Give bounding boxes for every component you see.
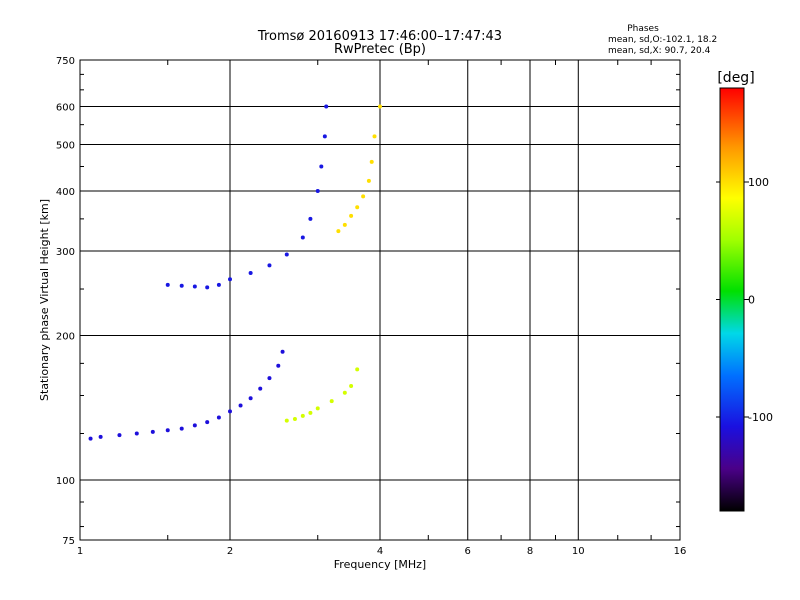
data-point xyxy=(228,277,232,282)
data-point xyxy=(248,396,253,401)
data-point xyxy=(216,282,221,287)
data-point xyxy=(258,386,263,391)
data-point xyxy=(134,431,139,436)
data-point xyxy=(319,164,324,169)
data-point xyxy=(88,436,93,441)
data-point xyxy=(361,194,366,199)
data-point xyxy=(324,104,329,109)
data-point xyxy=(192,284,197,289)
data-point xyxy=(378,104,382,109)
data-point xyxy=(308,410,313,415)
data-point xyxy=(355,205,360,210)
colorbar-tick-label: 100 xyxy=(748,176,769,189)
data-point xyxy=(205,285,210,290)
data-point xyxy=(205,420,210,425)
data-point xyxy=(349,383,354,388)
data-point xyxy=(98,434,103,439)
data-point xyxy=(292,417,297,422)
y-tick-label: 600 xyxy=(56,103,75,114)
data-point xyxy=(349,213,354,218)
chart-subtitle: RwPretec (Bp) xyxy=(334,42,426,57)
data-point xyxy=(329,399,334,404)
data-point xyxy=(238,403,243,408)
y-tick-label: 400 xyxy=(56,187,75,198)
chart-title: Tromsø 20160913 17:46:00–17:47:43 xyxy=(257,29,502,44)
data-point xyxy=(117,433,122,438)
y-tick-label: 750 xyxy=(56,56,75,67)
data-points xyxy=(88,104,382,441)
stats-line-o: mean, sd,O:-102.1, 18.2 xyxy=(608,35,717,45)
x-axis-label: Frequency [MHz] xyxy=(334,558,426,571)
data-point xyxy=(165,282,170,287)
data-point xyxy=(248,270,253,275)
stats-line-x: mean, sd,X: 90.7, 20.4 xyxy=(608,46,711,56)
colorbar-tick-label: 0 xyxy=(748,294,755,307)
data-point xyxy=(280,349,285,354)
data-point xyxy=(276,363,281,368)
colorbar-tick-label: -100 xyxy=(748,411,773,424)
x-tick-label: 2 xyxy=(227,546,233,557)
y-tick-label: 100 xyxy=(56,476,75,487)
y-tick-label: 500 xyxy=(56,141,75,152)
data-point xyxy=(300,413,305,418)
data-point xyxy=(315,406,320,411)
x-axis-ticks: 1 2 4 6 8 10 16 xyxy=(77,60,687,557)
data-point xyxy=(336,229,341,234)
data-point xyxy=(300,235,305,240)
y-tick-label: 300 xyxy=(56,247,75,258)
y-axis-ticks: 75 100 200 300 400 500 600 750 xyxy=(56,56,680,547)
data-point xyxy=(308,216,313,221)
data-point xyxy=(355,367,360,372)
data-point xyxy=(179,283,184,288)
data-point xyxy=(179,426,184,431)
x-tick-label: 4 xyxy=(377,546,383,557)
data-point xyxy=(267,376,272,381)
data-point xyxy=(267,263,272,268)
data-point xyxy=(342,222,347,227)
y-axis-label: Stationary phase Virtual Height [km] xyxy=(38,199,51,401)
y-tick-label: 200 xyxy=(56,332,75,343)
x-tick-label: 1 xyxy=(77,546,83,557)
data-point xyxy=(366,178,371,183)
data-point xyxy=(216,415,221,420)
data-point xyxy=(315,189,320,194)
data-point xyxy=(228,409,232,414)
x-tick-label: 10 xyxy=(572,546,585,557)
data-point xyxy=(284,418,289,423)
x-tick-label: 8 xyxy=(527,546,533,557)
data-point xyxy=(369,159,374,164)
colorbar-label: [deg] xyxy=(717,70,754,86)
x-tick-label: 16 xyxy=(674,546,687,557)
data-point xyxy=(372,134,377,139)
data-point xyxy=(342,390,347,395)
data-point xyxy=(284,252,289,257)
data-point xyxy=(192,423,197,428)
stats-title: Phases xyxy=(627,24,659,34)
data-point xyxy=(322,134,327,139)
colorbar xyxy=(719,87,745,512)
y-tick-label: 75 xyxy=(62,536,75,547)
data-point xyxy=(165,428,170,433)
colorbar-ticks: 100 0 -100 xyxy=(716,176,773,424)
data-point xyxy=(150,429,155,434)
x-tick-label: 6 xyxy=(465,546,471,557)
